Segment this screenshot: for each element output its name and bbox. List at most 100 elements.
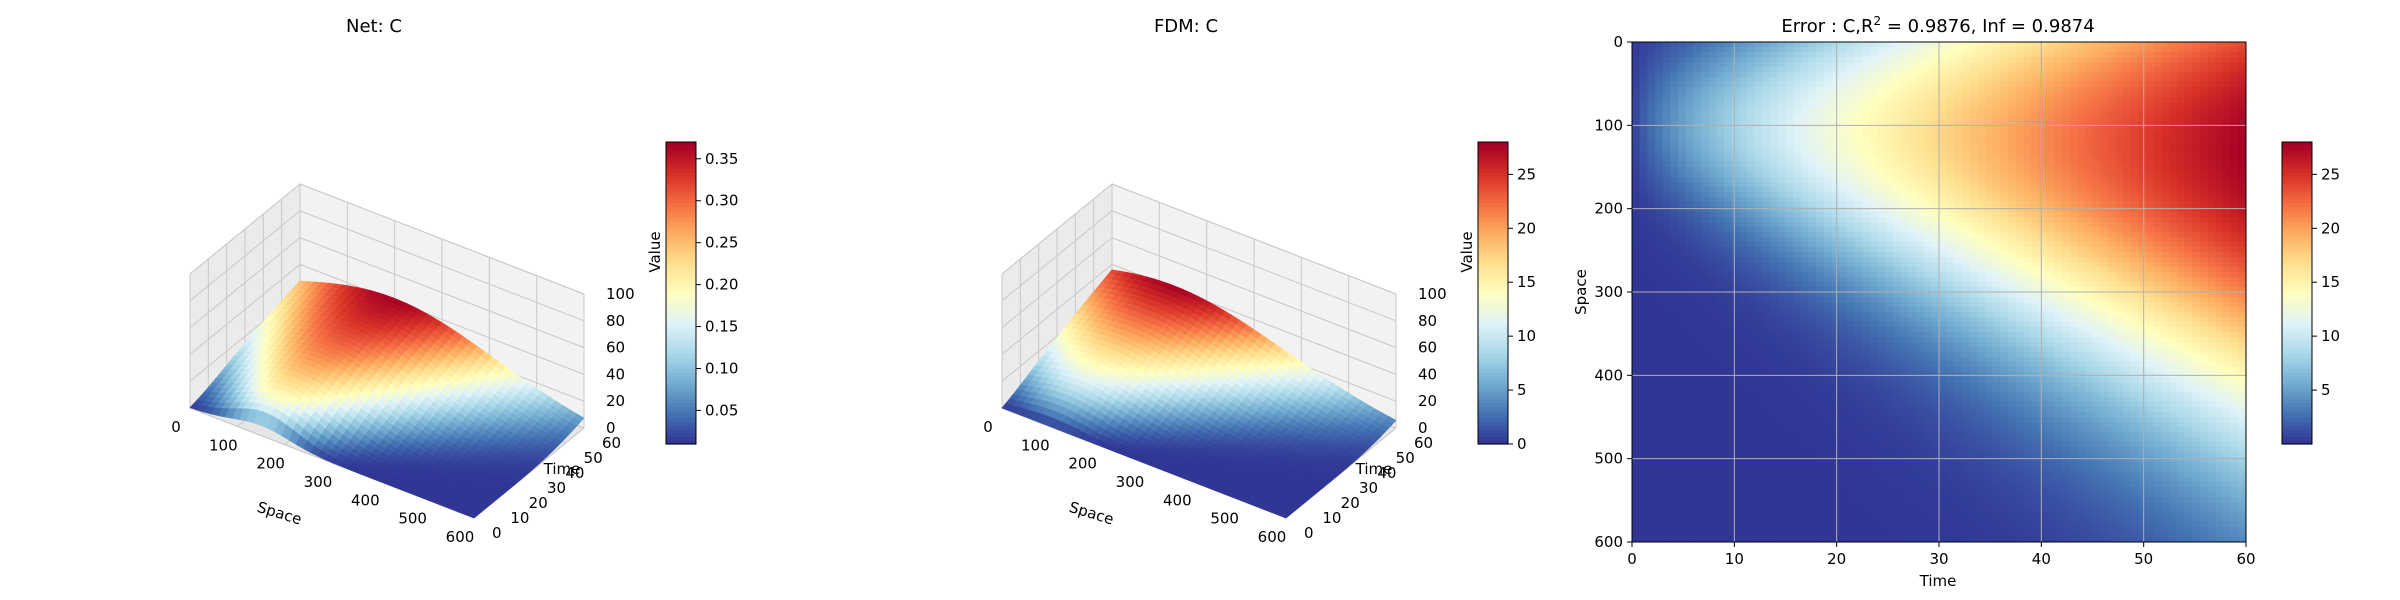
error-heat-cell (1685, 427, 1694, 433)
error-heat-cell (1647, 52, 1656, 58)
fdm-title: FDM: C (1154, 16, 1218, 37)
error-heat-cell (1800, 82, 1810, 88)
error-heat-cell (1762, 272, 1771, 278)
error-heat-cell (1639, 102, 1648, 108)
error-heat-cell (1685, 322, 1694, 328)
error-heat-cell (1793, 167, 1802, 173)
error-heat-cell (1685, 197, 1694, 203)
error-heat-cell (1685, 247, 1694, 253)
error-heat-cell (1647, 397, 1656, 403)
error-heat-cell (1716, 102, 1725, 108)
error-heat-cell (1685, 402, 1694, 408)
error-heat-cell (1762, 132, 1771, 138)
error-heat-cell (1762, 117, 1771, 123)
error-heat-cell (1739, 512, 1748, 518)
error-title: Error : C,R2 = 0.9876, Inf = 0.9874 (1781, 14, 2094, 37)
error-heat-cell (1632, 352, 1641, 358)
error-heat-cell (1708, 352, 1717, 358)
net-colorbar-segment (666, 164, 696, 170)
error-heat-cell (1670, 242, 1679, 248)
error-heat-cell (1662, 367, 1671, 373)
net-colorbar-segment (666, 209, 696, 215)
error-heat-cell (1724, 427, 1733, 433)
fdm-colorbar-segment (1478, 247, 1508, 253)
net-colorbar-segment (666, 149, 696, 154)
error-heat-cell (1632, 377, 1641, 383)
error-heat-cell (1739, 132, 1748, 138)
error-heat-cell (1731, 92, 1740, 98)
error-heat-cell (1632, 62, 1641, 68)
error-heat-cell (1770, 477, 1779, 483)
error-heat-cell (1770, 372, 1779, 378)
error-heat-cell (1762, 262, 1771, 268)
error-heat-cell (1754, 477, 1763, 483)
error-heat-cell (1800, 117, 1810, 123)
error-heat-cell (1639, 212, 1648, 218)
error-heat-cell (1670, 517, 1679, 523)
error-heat-cell (1747, 412, 1756, 418)
error-heat-cell (1800, 142, 1810, 148)
error-heat-cell (1724, 87, 1733, 93)
error-heat-cell (1655, 367, 1664, 373)
error-heat-cell (1670, 532, 1679, 538)
error-heat-cell (1647, 212, 1656, 218)
fdm-colorbar-label: 5 (1517, 381, 1527, 399)
error-heat-cell (1655, 87, 1664, 93)
error-heat-cell (1655, 317, 1664, 323)
error-heat-cell (1655, 517, 1664, 523)
error-heat-cell (1655, 132, 1664, 138)
error-heat-cell (1701, 457, 1710, 463)
net-colorbar-segment (666, 228, 696, 234)
error-heat-cell (1747, 297, 1756, 303)
error-heat-cell (1800, 162, 1810, 168)
error-heat-cell (1639, 157, 1648, 163)
fdm-xlabel: Space (1067, 498, 1116, 529)
error-heat-cell (1670, 342, 1679, 348)
net-ztick: 20 (606, 392, 625, 410)
fdm-colorbar-segment (1478, 213, 1508, 219)
error-heat-cell (1793, 457, 1802, 463)
error-heat-cell (1708, 437, 1717, 443)
error-heat-cell (1678, 177, 1687, 183)
error-heat-cell (1777, 217, 1786, 223)
error-heat-cell (1754, 322, 1763, 328)
error-heat-cell (1724, 412, 1733, 418)
error-heat-cell (1632, 127, 1641, 133)
error-heat-cell (1639, 237, 1648, 243)
error-heat-cell (1754, 327, 1763, 333)
error-heat-cell (1724, 327, 1733, 333)
error-heat-cell (1731, 362, 1740, 368)
error-heat-cell (1770, 227, 1779, 233)
error-heat-cell (1685, 307, 1694, 313)
error-heat-cell (1678, 427, 1687, 433)
error-heat-cell (1647, 222, 1656, 228)
error-heat-cell (1785, 437, 1794, 443)
error-heat-cell (1754, 317, 1763, 323)
error-heat-cell (1731, 412, 1740, 418)
error-heat-cell (1747, 457, 1756, 463)
error-heat-cell (1731, 97, 1740, 103)
error-heat-cell (1777, 527, 1786, 533)
error-heat-cell (1793, 392, 1802, 398)
error-heat-cell (1724, 272, 1733, 278)
error-heat-cell (1701, 512, 1710, 518)
error-heat-cell (1777, 512, 1786, 518)
error-heat-cell (1655, 452, 1664, 458)
error-heat-cell (1701, 187, 1710, 193)
error-heat-cell (1800, 252, 1810, 258)
error-heat-cell (1708, 432, 1717, 438)
error-heat-cell (1770, 117, 1779, 123)
error-heat-cell (1747, 207, 1756, 213)
error-heat-cell (1655, 202, 1664, 208)
error-heat-cell (1762, 382, 1771, 388)
error-heat-cell (1670, 182, 1679, 188)
error-heat-cell (1762, 102, 1771, 108)
fdm-colorbar-segment (1478, 342, 1508, 347)
fdm-colorbar-segment (1478, 289, 1508, 294)
error-heat-cell (1754, 392, 1763, 398)
error-heat-cell (1701, 332, 1710, 338)
error-heat-cell (1662, 272, 1671, 278)
net-xtick: 600 (446, 528, 475, 546)
error-heat-cell (1655, 77, 1664, 83)
error-heat-cell (1708, 82, 1717, 88)
